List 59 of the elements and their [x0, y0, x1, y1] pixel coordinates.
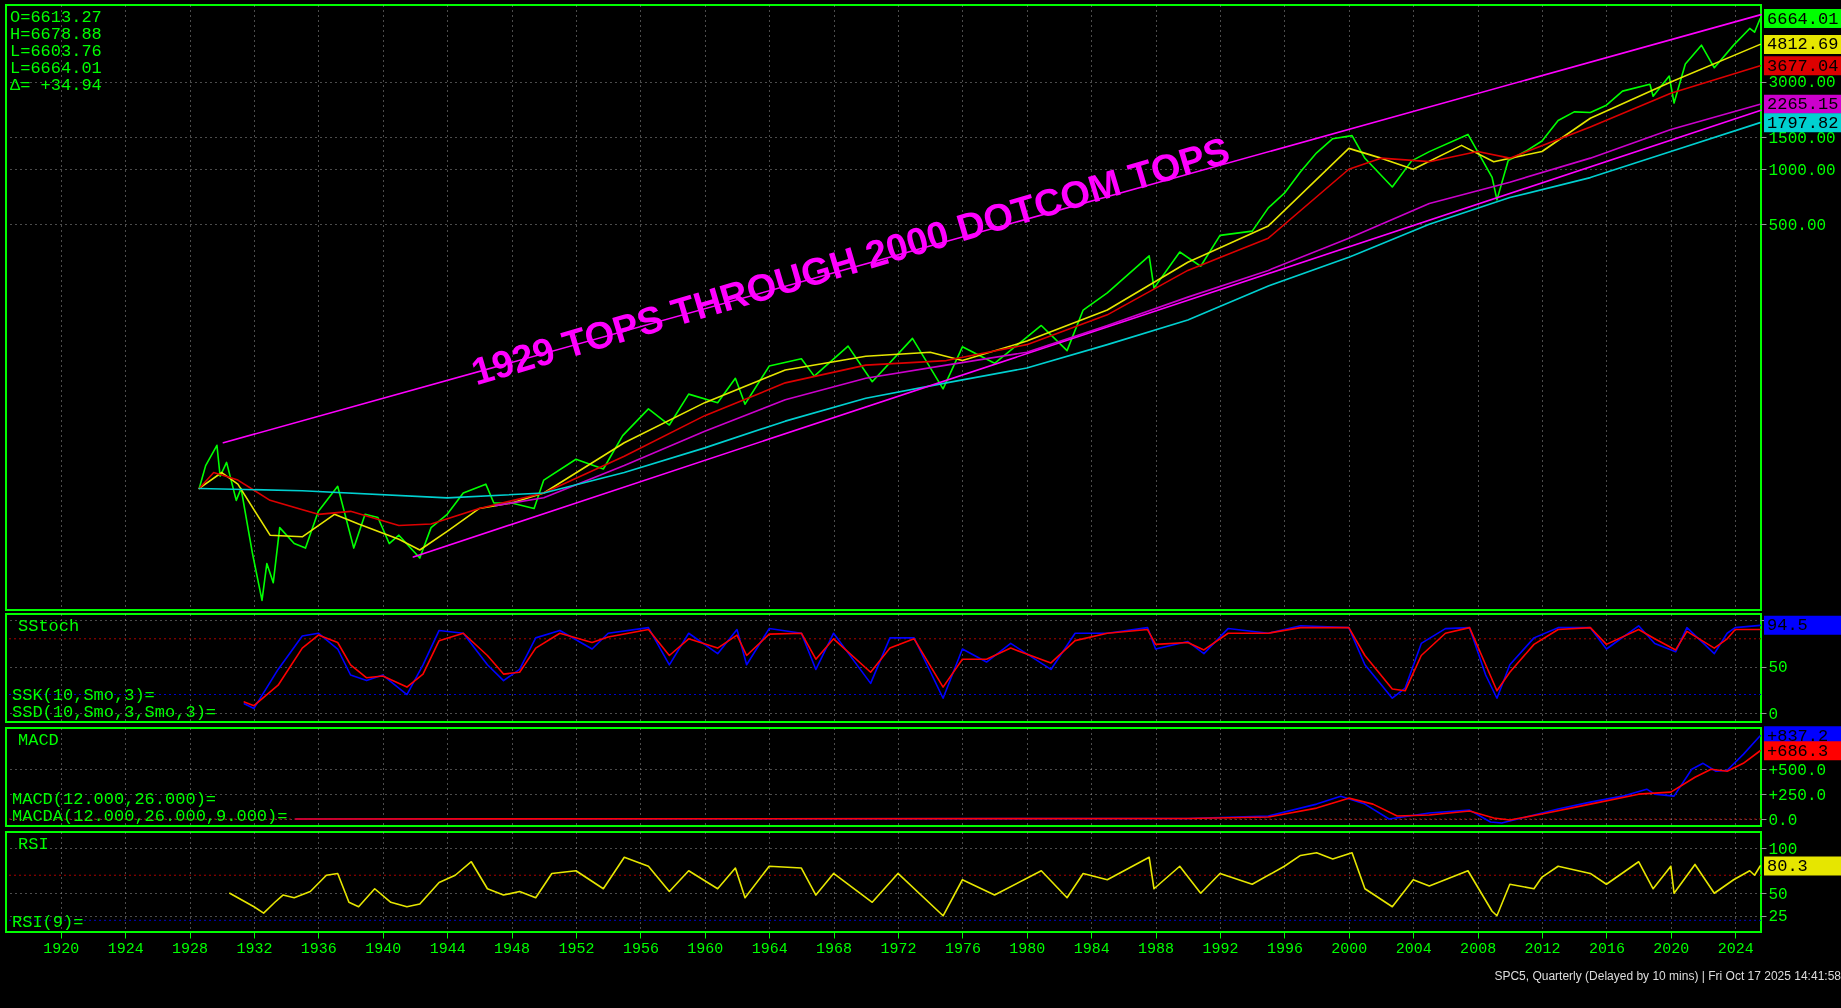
- annotation: O=6613.27: [10, 8, 102, 27]
- x-tick-label: 1924: [107, 940, 144, 958]
- annotation: SSD(10,Smo,3,Smo,3)=: [12, 703, 217, 722]
- x-tick-label: 1968: [816, 940, 853, 958]
- chart-title: RSI: [18, 835, 49, 854]
- x-tick-label: 1920: [43, 940, 80, 958]
- x-tick-label: 1940: [365, 940, 402, 958]
- y-tick-label: 3000.00: [1768, 74, 1836, 93]
- text: 3677.04: [1767, 56, 1839, 76]
- y-tick-label: 50: [1768, 659, 1788, 678]
- x-tick-label: 1948: [494, 940, 531, 958]
- annotation: L=6603.76: [10, 42, 102, 61]
- x-tick-label: 2016: [1588, 940, 1625, 958]
- annotation: MACD(12.000,26.000)=: [12, 790, 217, 809]
- x-tick-label: 2020: [1653, 940, 1690, 958]
- x-tick-label: 1976: [944, 940, 981, 958]
- text: 6664.01: [1767, 9, 1839, 29]
- x-tick-label: 2008: [1460, 940, 1497, 958]
- x-tick-label: 2000: [1331, 940, 1368, 958]
- annotation: Δ= +34.94: [10, 76, 102, 95]
- y-tick-label: 0: [1768, 705, 1779, 724]
- x-tick-label: 1936: [300, 940, 337, 958]
- annotation: RSI(9)=: [12, 913, 84, 932]
- annotation: H=6678.88: [10, 25, 102, 44]
- x-tick-label: 1992: [1202, 940, 1239, 958]
- text: 2265.15: [1767, 95, 1839, 115]
- x-tick-label: 1960: [687, 940, 724, 958]
- annotation: MACDA(12.000,26.000,9.000)=: [12, 807, 288, 826]
- x-tick-label: 1932: [236, 940, 273, 958]
- x-tick-label: 1956: [622, 940, 659, 958]
- x-tick-label: 1944: [429, 940, 466, 958]
- y-tick-label: 0.0: [1768, 811, 1798, 830]
- x-tick-label: 1996: [1266, 940, 1303, 958]
- text: 80.3: [1767, 856, 1808, 876]
- x-tick-label: 2024: [1717, 940, 1754, 958]
- y-tick-label: +250.0: [1768, 786, 1827, 805]
- x-tick-label: 1988: [1138, 940, 1175, 958]
- x-tick-label: 1972: [880, 940, 917, 958]
- x-tick-label: 1952: [558, 940, 595, 958]
- annotation: L=6664.01: [10, 59, 102, 78]
- x-tick-label: 2012: [1524, 940, 1561, 958]
- y-tick-label: 25: [1768, 908, 1788, 927]
- text: 94.5: [1767, 616, 1808, 636]
- x-tick-label: 1928: [172, 940, 209, 958]
- chart-title: SStoch: [18, 617, 80, 636]
- text: 1797.82: [1767, 113, 1839, 133]
- x-tick-label: 1984: [1073, 940, 1110, 958]
- y-tick-label: 500.00: [1768, 216, 1827, 235]
- chart-title: MACD: [18, 731, 59, 750]
- x-tick-label: 1980: [1009, 940, 1046, 958]
- y-tick-label: +500.0: [1768, 761, 1827, 780]
- x-tick-label: 2004: [1395, 940, 1432, 958]
- text: 4812.69: [1767, 35, 1839, 55]
- x-tick-label: 1964: [751, 940, 788, 958]
- y-tick-label: 100: [1768, 840, 1798, 859]
- y-tick-label: 50: [1768, 885, 1788, 904]
- text: SPC5, Quarterly (Delayed by 10 mins) | Fri Oct 17 2025 14:41:58: [1494, 969, 1841, 983]
- annotation: SSK(10,Smo,3)=: [12, 686, 155, 705]
- y-tick-label: 1000.00: [1768, 161, 1836, 180]
